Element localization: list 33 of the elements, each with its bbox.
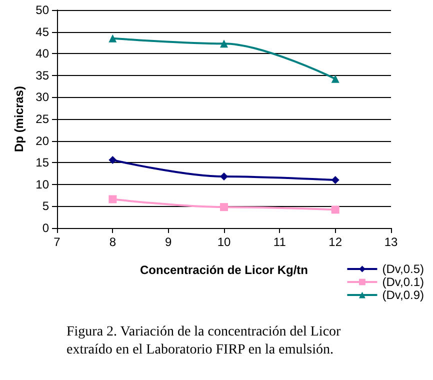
point [331, 206, 340, 214]
x-tick-label: 8 [109, 235, 116, 249]
point [108, 156, 117, 164]
y-tick-label: 45 [36, 24, 50, 39]
text: Figura 2. Variación de la concentración del Licor extraído en el Laboratorio FIRP en la emulsión. [66, 324, 344, 358]
x-tick-label: 9 [164, 235, 172, 249]
point [331, 74, 340, 83]
x-tick-label: 7 [54, 235, 61, 249]
x-tick-label: 12 [328, 235, 342, 249]
y-tick-label: 20 [36, 134, 50, 148]
legend-label: (Dv,0.9) [382, 288, 424, 302]
y-tick-label: 0 [42, 221, 50, 235]
y-tick-label: 15 [36, 156, 50, 170]
x-tick-label: 11 [273, 235, 286, 249]
legend-label: (Dv,0.5) [382, 262, 424, 276]
y-tick-label: 35 [36, 68, 50, 82]
point [108, 195, 117, 204]
point [220, 40, 228, 48]
y-tick-label: 10 [36, 177, 50, 192]
legend-label: (Dv,0.1) [382, 275, 424, 289]
x-tick-label: 10 [217, 235, 231, 249]
point [108, 34, 117, 42]
point [220, 172, 228, 181]
point [220, 203, 228, 212]
y-tick-label: 25 [36, 112, 50, 126]
y-tick-label: 5 [42, 199, 50, 214]
x-tick-label: 13 [384, 235, 398, 249]
y-axis-title: Dp (micras) [12, 86, 26, 152]
y-tick-label: 40 [36, 46, 50, 61]
x-axis-title: Concentración de Licor Kg/tn [140, 263, 308, 277]
y-tick-label: 50 [36, 3, 50, 17]
y-tick-label: 30 [36, 90, 50, 104]
point [331, 176, 340, 184]
